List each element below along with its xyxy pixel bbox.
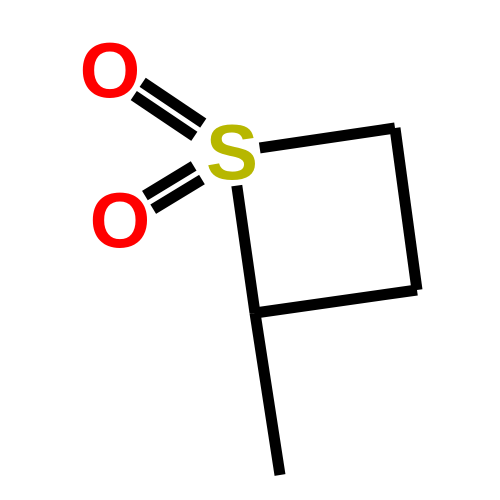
atoms-group: SOO bbox=[80, 26, 258, 264]
atom-label-o: O bbox=[80, 26, 141, 114]
atom-label-s: S bbox=[206, 108, 258, 196]
atom-label-o: O bbox=[90, 176, 151, 264]
chemical-structure: SOO bbox=[0, 0, 500, 500]
bonds-group bbox=[134, 82, 417, 475]
